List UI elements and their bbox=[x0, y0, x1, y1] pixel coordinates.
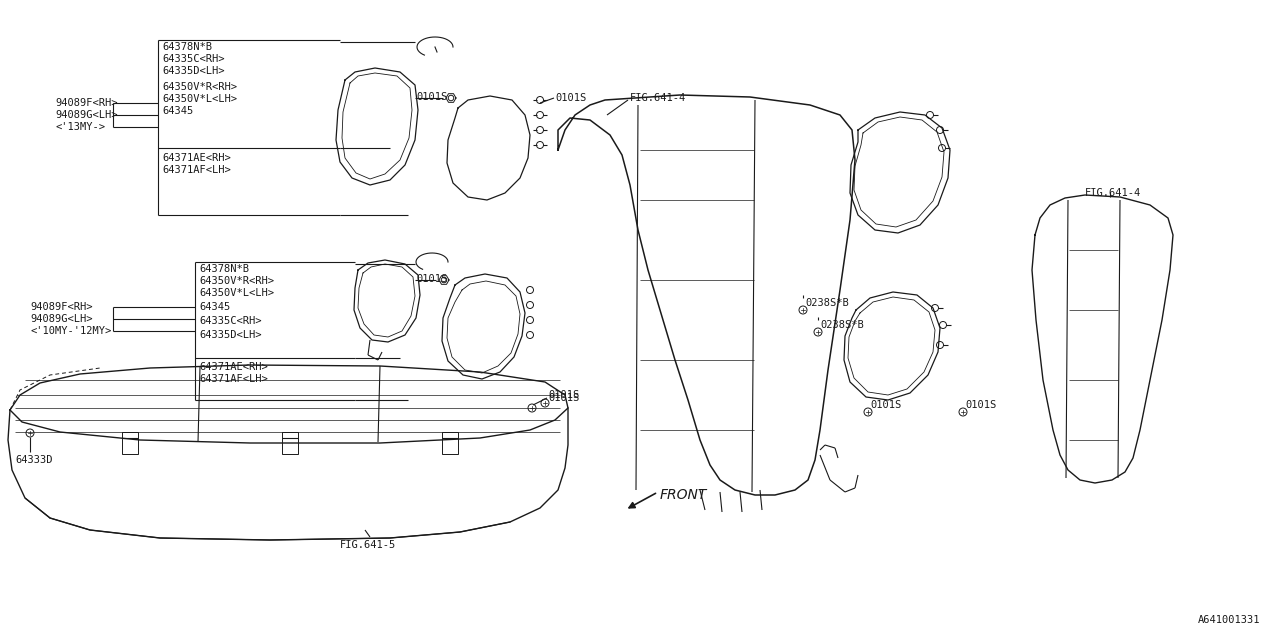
Text: 64378N*B: 64378N*B bbox=[163, 42, 212, 52]
Text: 64378N*B: 64378N*B bbox=[198, 264, 250, 274]
Text: 64371AE<RH>: 64371AE<RH> bbox=[198, 362, 268, 372]
Text: A641001331: A641001331 bbox=[1198, 615, 1260, 625]
Text: FIG.641-4: FIG.641-4 bbox=[1085, 188, 1142, 198]
Text: 0238S*B: 0238S*B bbox=[805, 298, 849, 308]
Text: 64371AF<LH>: 64371AF<LH> bbox=[198, 374, 268, 384]
Text: 64350V*R<RH>: 64350V*R<RH> bbox=[163, 82, 237, 92]
Text: 94089F<RH>: 94089F<RH> bbox=[55, 98, 118, 108]
Text: 0101S: 0101S bbox=[416, 274, 447, 284]
Bar bbox=[122, 432, 138, 454]
Text: <'13MY->: <'13MY-> bbox=[55, 122, 105, 132]
Text: FRONT: FRONT bbox=[660, 488, 708, 502]
Text: 0101S: 0101S bbox=[416, 92, 447, 102]
Text: 0101S: 0101S bbox=[556, 93, 586, 103]
Text: 0101S: 0101S bbox=[965, 400, 996, 410]
Text: FIG.641-5: FIG.641-5 bbox=[340, 540, 397, 550]
Text: 64350V*L<LH>: 64350V*L<LH> bbox=[198, 288, 274, 298]
Text: 64335D<LH>: 64335D<LH> bbox=[163, 66, 224, 76]
Text: 94089G<LH>: 94089G<LH> bbox=[55, 110, 118, 120]
Text: 64345: 64345 bbox=[198, 302, 230, 312]
Text: 64371AF<LH>: 64371AF<LH> bbox=[163, 165, 230, 175]
Text: 94089G<LH>: 94089G<LH> bbox=[29, 314, 92, 324]
Bar bbox=[442, 432, 458, 454]
Text: FIG.641-4: FIG.641-4 bbox=[630, 93, 686, 103]
Text: 64335C<RH>: 64335C<RH> bbox=[198, 316, 261, 326]
Text: 94089F<RH>: 94089F<RH> bbox=[29, 302, 92, 312]
Text: 0101S: 0101S bbox=[870, 400, 901, 410]
Text: 64345: 64345 bbox=[163, 106, 193, 116]
Text: 64350V*L<LH>: 64350V*L<LH> bbox=[163, 94, 237, 104]
Text: 0101S: 0101S bbox=[548, 393, 580, 403]
Text: <'10MY-'12MY>: <'10MY-'12MY> bbox=[29, 326, 111, 336]
Text: 64333D: 64333D bbox=[15, 455, 52, 465]
Text: 0238S*B: 0238S*B bbox=[820, 320, 864, 330]
Text: 64371AE<RH>: 64371AE<RH> bbox=[163, 153, 230, 163]
Text: 64335C<RH>: 64335C<RH> bbox=[163, 54, 224, 64]
Text: 64335D<LH>: 64335D<LH> bbox=[198, 330, 261, 340]
Text: 0101S: 0101S bbox=[548, 390, 580, 400]
Text: 64350V*R<RH>: 64350V*R<RH> bbox=[198, 276, 274, 286]
Bar bbox=[282, 432, 298, 454]
